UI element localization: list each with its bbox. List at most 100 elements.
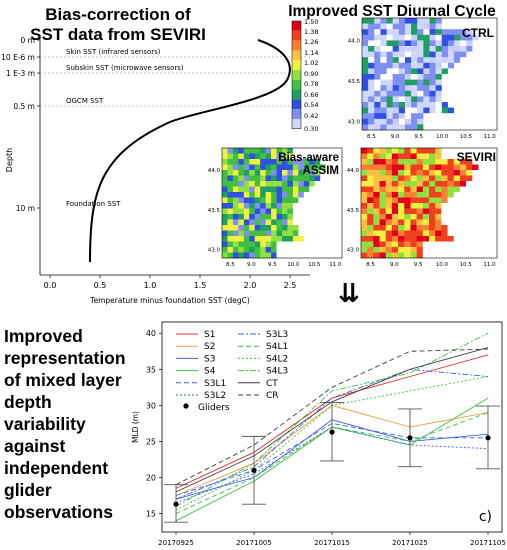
map-cell xyxy=(441,124,449,131)
map-cell xyxy=(314,252,321,259)
map-cell xyxy=(423,68,430,75)
map-cell xyxy=(287,153,294,160)
map-cell xyxy=(287,236,294,242)
map-cell xyxy=(314,170,321,176)
map-lat-tick: 43.5 xyxy=(347,208,360,214)
chart-x-tick-label: 20171025 xyxy=(392,539,428,547)
map-cell xyxy=(314,148,321,154)
map-cell xyxy=(466,175,473,182)
chart-y-tick-label: 25 xyxy=(146,437,156,446)
map-cell xyxy=(336,214,343,220)
map-cell xyxy=(379,159,387,165)
map-cell xyxy=(466,113,473,120)
map-cell xyxy=(466,186,473,193)
map-cell xyxy=(380,102,387,108)
map-cell xyxy=(265,219,272,226)
map-cell xyxy=(441,62,449,69)
map-cell xyxy=(392,96,400,103)
map-cell xyxy=(398,46,406,52)
map-cell xyxy=(411,68,418,75)
map-cell xyxy=(374,85,381,92)
map-cell xyxy=(367,175,374,182)
map-cell xyxy=(490,197,498,204)
map-cell xyxy=(472,68,479,75)
chart-y-tick-label: 40 xyxy=(146,329,156,338)
map-cell xyxy=(336,247,343,253)
map-cell xyxy=(367,214,374,220)
map-cell xyxy=(454,113,461,120)
map-cell xyxy=(298,236,305,242)
map-cell xyxy=(441,68,449,75)
map-cell xyxy=(484,57,492,64)
map-cell xyxy=(416,164,424,171)
map-cell xyxy=(466,23,473,30)
map-cell xyxy=(331,170,337,176)
map-cell xyxy=(404,219,411,226)
map-cell xyxy=(314,236,321,242)
map-cell xyxy=(309,241,316,248)
x-tick-2: 1.0 xyxy=(144,281,157,290)
map-cell xyxy=(454,51,461,58)
map-cell xyxy=(435,247,442,253)
map-cell xyxy=(336,197,343,204)
map-lon-tick: 11.0 xyxy=(483,134,496,140)
map-cell xyxy=(478,159,485,165)
map-cell xyxy=(386,90,393,97)
map-cell xyxy=(298,159,305,165)
map-cell xyxy=(404,148,411,154)
map-cell xyxy=(379,241,387,248)
map-cell xyxy=(416,170,424,176)
map-cell xyxy=(243,230,250,237)
map-cell xyxy=(490,118,498,125)
map-cell xyxy=(459,225,467,231)
map-cell xyxy=(238,236,245,242)
map-cell xyxy=(361,247,368,253)
map-cell xyxy=(484,192,492,198)
map-cell xyxy=(460,74,467,80)
map-cell xyxy=(447,34,455,41)
map-cell xyxy=(385,148,393,154)
map-cell xyxy=(222,159,228,165)
map-cell xyxy=(391,181,399,187)
map-cell xyxy=(490,230,498,237)
map-cell xyxy=(441,118,449,125)
map-cell xyxy=(447,192,455,198)
chart-legend: S1 S2 S3 S4 S3L1 S3L2 S3L3 S4L1 S4L2 S4L3 CT CR Glid… xyxy=(176,330,288,413)
map-cell xyxy=(435,57,443,64)
map-cell xyxy=(374,74,381,80)
map-cell xyxy=(373,225,380,231)
map-cell xyxy=(478,18,486,24)
map-cell xyxy=(260,219,266,226)
map-cell xyxy=(398,203,405,209)
map-cell xyxy=(453,153,461,160)
map-cell xyxy=(460,96,467,103)
map-cell xyxy=(398,153,405,160)
map-cell xyxy=(309,247,316,253)
map-cell xyxy=(435,90,443,97)
map-cell xyxy=(282,148,288,154)
map-cell xyxy=(391,225,399,231)
map-cell xyxy=(362,85,369,92)
map-cell xyxy=(416,241,424,248)
map-cell xyxy=(222,175,228,182)
map-cell xyxy=(368,40,375,47)
chart-x-tick-label: 20171015 xyxy=(314,539,350,547)
depth-tick-0: 0 m xyxy=(21,36,35,45)
map-cell xyxy=(466,236,473,242)
map-cell xyxy=(484,34,492,41)
map-border xyxy=(361,17,498,131)
map-lon-tick: 9.0 xyxy=(390,262,399,268)
map-cell xyxy=(379,153,387,160)
map-cell xyxy=(249,181,256,187)
map-cell xyxy=(460,102,467,108)
map-cell xyxy=(320,214,326,220)
map-lon-tick: 11.0 xyxy=(483,262,496,268)
map-cell xyxy=(490,57,498,64)
map-cell xyxy=(417,74,424,80)
map-cell xyxy=(374,113,381,120)
map-cell xyxy=(320,236,326,242)
map-cell xyxy=(447,96,455,103)
map-cell xyxy=(292,208,299,215)
map-cell xyxy=(398,175,405,182)
map-cell xyxy=(292,181,299,187)
